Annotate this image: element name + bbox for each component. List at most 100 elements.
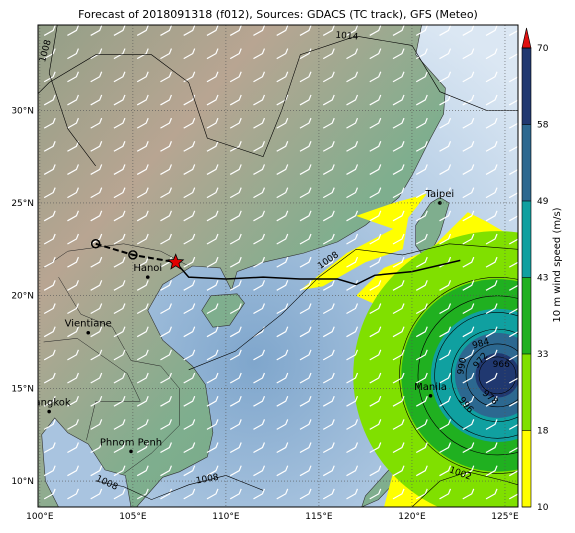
wind-barb — [67, 187, 79, 199]
wind-barb — [67, 419, 79, 430]
wind-barb — [322, 442, 335, 454]
wind-barb — [485, 48, 498, 60]
wind-barb — [415, 372, 428, 384]
wind-barb — [113, 233, 126, 245]
wind-barb — [369, 25, 382, 36]
wind-barb — [439, 419, 452, 430]
gulf-of-thailand — [41, 417, 132, 507]
wind-barb — [415, 94, 428, 106]
colorbar-label: 10 m wind speed (m/s) — [552, 207, 563, 322]
wind-barb — [276, 210, 289, 222]
wind-barb — [369, 117, 382, 129]
wind-barb — [183, 48, 196, 60]
isobar — [478, 356, 517, 395]
wind-barb — [369, 164, 382, 175]
colorbar-band — [522, 201, 531, 278]
wind-barb — [43, 488, 56, 500]
wind-barb — [462, 94, 475, 106]
wind-barb — [415, 164, 428, 175]
wind-barb — [299, 94, 312, 106]
wind-barb — [43, 187, 56, 199]
wind-barb — [67, 71, 79, 83]
wind-barb — [206, 233, 219, 245]
wind-barb — [253, 372, 266, 384]
wind-barb — [439, 94, 452, 106]
wind-barb — [392, 233, 405, 245]
wind-barb — [439, 48, 452, 60]
wind-barb — [439, 280, 452, 291]
wind-barb — [276, 442, 289, 454]
wind-barb — [206, 326, 219, 338]
wind-barb — [160, 210, 172, 222]
wind-barb — [346, 419, 359, 430]
wind-barb — [90, 372, 103, 384]
wind-barb — [229, 419, 242, 430]
wind-barb — [392, 94, 405, 106]
lat-tick-label: 20°N — [11, 292, 34, 302]
colorbar-tick-label: 70 — [537, 44, 549, 54]
map-frame — [37, 24, 519, 508]
wind-barb — [462, 372, 475, 384]
wind-barb — [229, 48, 242, 60]
wind-barb — [90, 141, 103, 152]
wind-barb — [415, 488, 428, 500]
wind-barb — [253, 395, 266, 407]
wind-barb — [299, 488, 312, 500]
wind-barb — [299, 372, 312, 384]
wind-barb — [369, 71, 382, 83]
wind-barb — [206, 372, 219, 384]
wind-barb — [322, 233, 335, 245]
wind-barb — [113, 419, 126, 430]
wind-barb — [346, 94, 359, 106]
track — [175, 259, 461, 286]
wind-barb — [206, 488, 219, 500]
wind-barb — [206, 48, 219, 60]
isobar — [38, 35, 518, 157]
wind-barb — [392, 48, 405, 60]
wind-barb — [392, 187, 405, 199]
wind-barb — [113, 280, 126, 291]
map: Taipei Hanoi Vientiane Manila Bangkok Phnom P… — [38, 25, 518, 507]
wind-barb — [462, 419, 475, 430]
wind-barb — [67, 210, 79, 222]
wind-barb — [369, 395, 382, 407]
wind-barb — [67, 465, 79, 477]
wind-barb — [136, 25, 149, 36]
wind-barb — [136, 210, 149, 222]
wind-barb — [322, 117, 335, 129]
lat-tick-label: 25°N — [11, 199, 34, 209]
wind-barb — [462, 465, 475, 477]
wind-barb — [229, 488, 242, 500]
wind-barb — [508, 238, 518, 245]
wind-barb — [113, 442, 126, 454]
wind-barb — [206, 25, 219, 36]
wind-barb — [415, 25, 428, 36]
lat-tick-label: 10°N — [11, 477, 34, 487]
wind-barb — [392, 141, 405, 152]
city-label: Taipei — [425, 189, 455, 200]
wind-barb — [206, 395, 219, 407]
wind-barb — [508, 99, 518, 106]
wind-barb — [90, 303, 103, 315]
wind-barb — [392, 210, 405, 222]
colorbar-tick-label: 18 — [537, 427, 549, 437]
wind-barb — [508, 29, 518, 36]
wind-barb — [43, 94, 56, 106]
lat-tick-label: 30°N — [11, 106, 34, 116]
wind-barb — [462, 326, 475, 338]
wind-barb — [322, 48, 335, 60]
wind-barb — [392, 395, 405, 407]
wind-barb — [299, 280, 312, 291]
wind-barb — [113, 210, 126, 222]
wind-barb — [43, 372, 56, 384]
wind-barb — [67, 256, 79, 268]
isobar-label: 990 — [456, 357, 469, 376]
colorbar-tick-label: 58 — [537, 121, 549, 131]
wind-barb — [299, 349, 312, 361]
lon-tick-label: 105°E — [119, 512, 147, 522]
borders — [43, 243, 189, 474]
wind-barb — [462, 71, 475, 83]
wind-barb — [253, 303, 266, 315]
wind-barb — [160, 25, 172, 36]
wind-barb — [276, 465, 289, 477]
